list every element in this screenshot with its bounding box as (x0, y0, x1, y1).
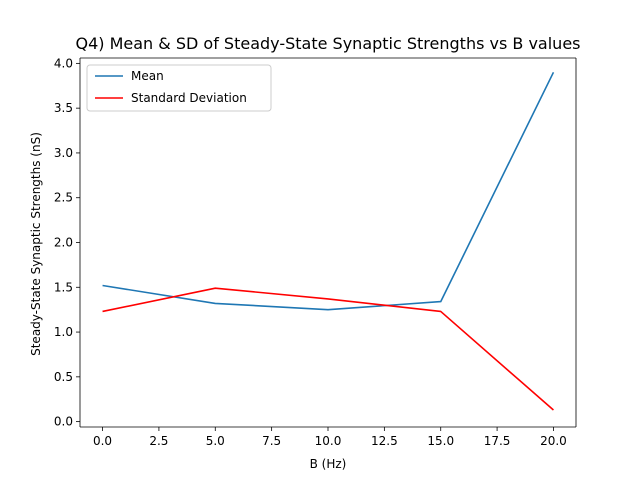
x-axis-ticks: 0.0 2.5 5.0 7.5 10.0 12.5 15.0 17.5 20.0 (93, 427, 567, 448)
x-tick-label: 15.0 (427, 434, 454, 448)
series-line-1 (102, 287, 554, 411)
y-tick-label: 2.5 (54, 191, 73, 205)
y-tick-label: 1.5 (54, 280, 73, 294)
x-tick-label: 2.5 (149, 434, 168, 448)
plot-area (79, 57, 577, 428)
y-tick-label: 4.0 (54, 56, 73, 70)
x-tick-label: 7.5 (262, 434, 281, 448)
x-tick-label: 0.0 (93, 434, 112, 448)
x-tick-label: 10.0 (315, 434, 342, 448)
legend-frame (86, 64, 272, 112)
legend: Mean Standard Deviation (86, 64, 272, 112)
series-line-0 (102, 71, 555, 311)
y-axis-ticks: 0.0 0.5 1.0 1.5 2.0 2.5 3.0 3.5 4.0 (54, 56, 80, 429)
x-axis-label: B (Hz) (310, 457, 347, 471)
y-axis-label: Steady-State Synaptic Strengths (nS) (29, 132, 43, 356)
x-tick-label: 17.5 (484, 434, 511, 448)
legend-label-1: Standard Deviation (131, 91, 247, 105)
x-tick-label: 20.0 (540, 434, 567, 448)
legend-label-0: Mean (131, 69, 164, 83)
plot-background (80, 58, 576, 427)
y-tick-label: 3.0 (54, 146, 73, 160)
y-tick-label: 0.5 (54, 370, 73, 384)
x-tick-label: 12.5 (371, 434, 398, 448)
chart-title: Q4) Mean & SD of Steady-State Synaptic S… (76, 34, 581, 53)
y-tick-label: 1.0 (54, 325, 73, 339)
x-tick-label: 5.0 (206, 434, 225, 448)
y-tick-label: 3.5 (54, 101, 73, 115)
y-tick-label: 0.0 (54, 415, 73, 429)
y-tick-label: 2.0 (54, 236, 73, 250)
